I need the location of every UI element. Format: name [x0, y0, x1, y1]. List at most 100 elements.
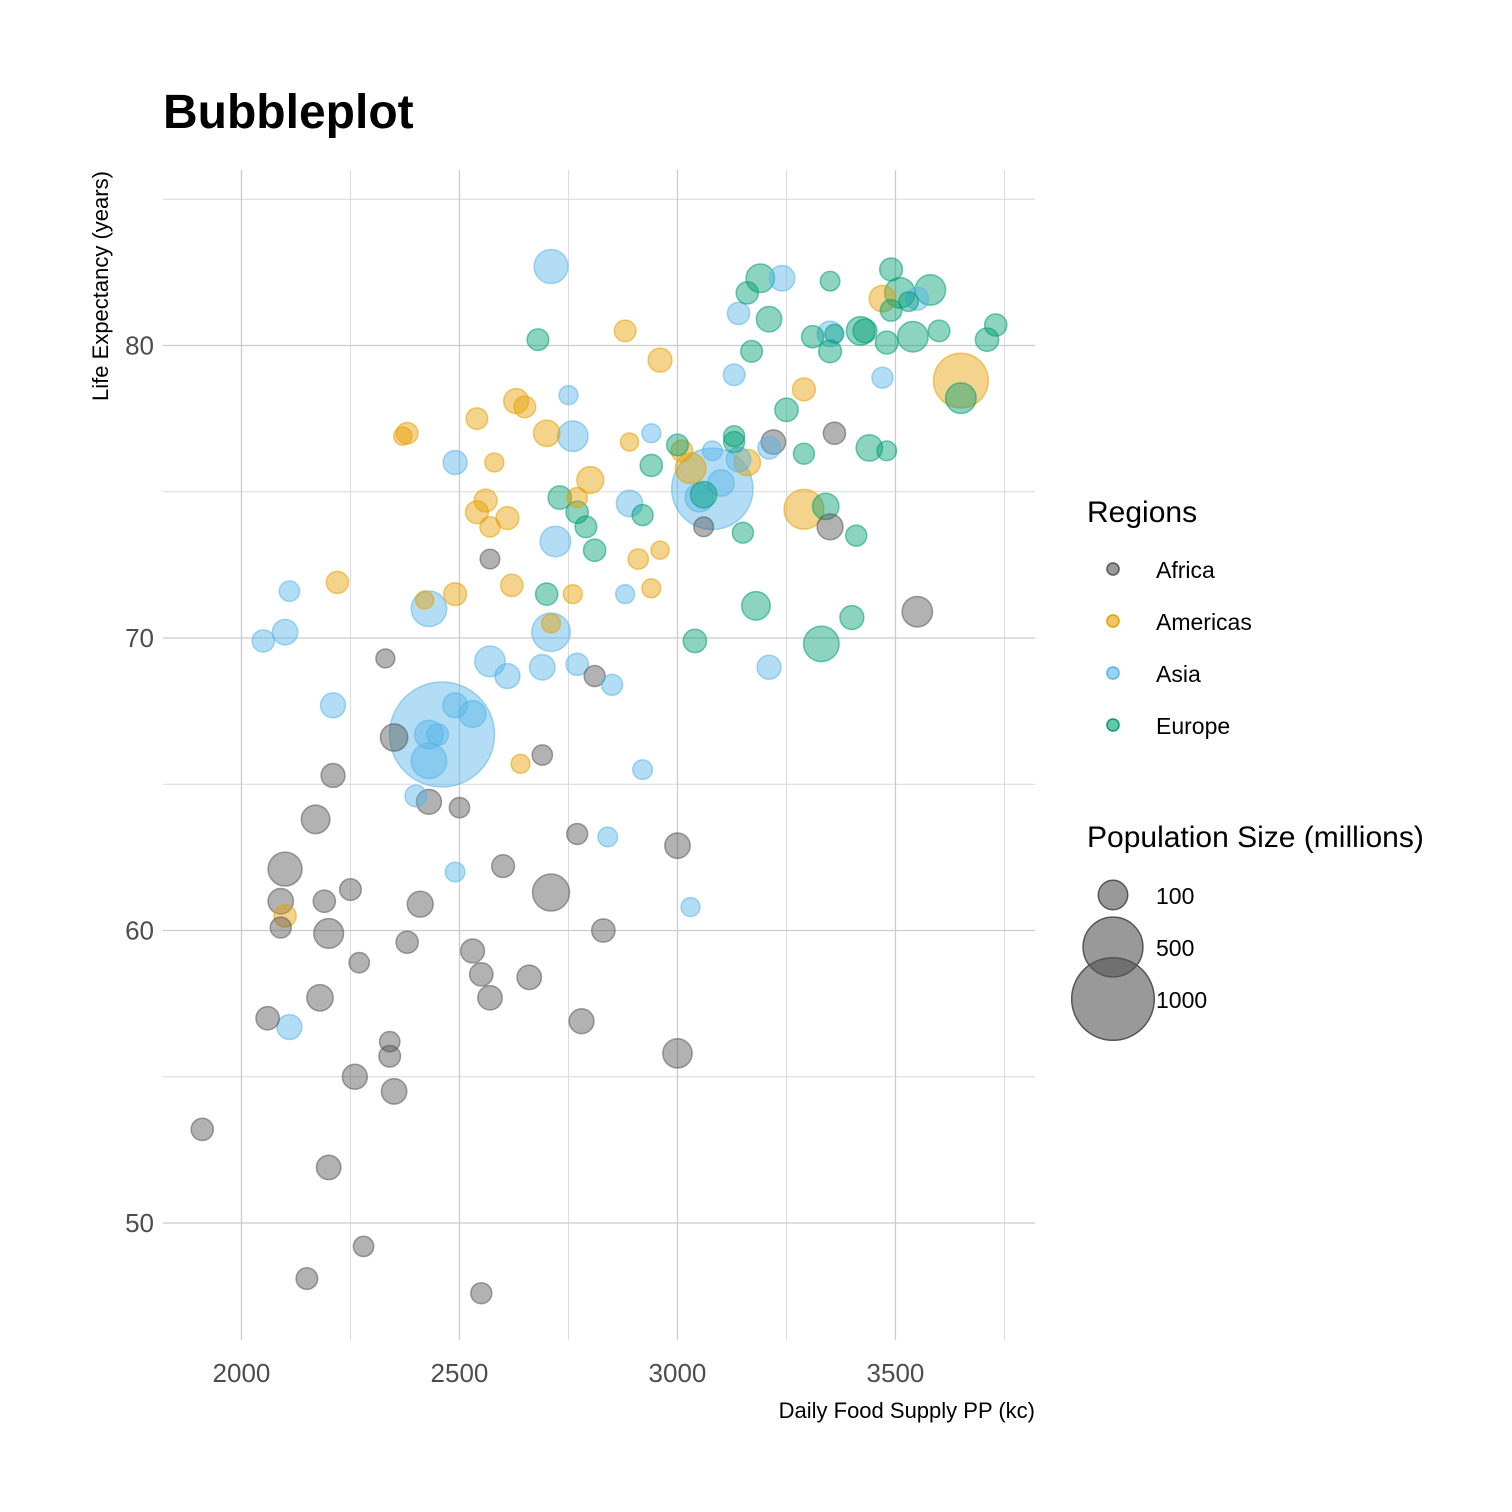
point-americas [513, 395, 537, 419]
y-tick-label: 80 [125, 331, 154, 361]
point-africa [516, 964, 543, 991]
x-tick-label: 2500 [431, 1358, 489, 1388]
point-europe [745, 263, 776, 294]
size-legend-label: 1000 [1156, 987, 1207, 1013]
point-asia [276, 1013, 303, 1041]
point-asia [404, 784, 428, 808]
y-tick-label: 50 [125, 1208, 154, 1238]
point-asia [558, 385, 579, 406]
point-europe [574, 515, 598, 539]
point-europe [755, 305, 783, 333]
point-asia [701, 440, 723, 462]
point-asia [278, 580, 301, 603]
chart-title: Bubbleplot [163, 86, 414, 139]
legend-label-americas: Americas [1156, 609, 1252, 635]
point-europe [735, 280, 760, 305]
point-europe [879, 298, 903, 322]
legend-label-asia: Asia [1156, 661, 1201, 687]
point-europe [944, 382, 977, 415]
point-asia [768, 264, 796, 292]
point-africa [822, 421, 847, 446]
point-americas [647, 347, 673, 373]
point-africa [315, 1154, 342, 1181]
point-africa [568, 1007, 595, 1035]
point-europe [722, 424, 746, 448]
size-legend-title: Population Size (millions) [1087, 821, 1424, 854]
point-africa [395, 930, 420, 955]
point-asia [757, 436, 781, 460]
point-asia [494, 662, 521, 690]
y-tick-label: 60 [125, 916, 154, 946]
point-asia [271, 618, 299, 646]
point-africa [406, 890, 434, 918]
point-americas [484, 452, 505, 473]
point-americas [619, 432, 640, 452]
point-europe [845, 315, 876, 346]
point-europe [689, 480, 718, 509]
point-africa [477, 984, 503, 1011]
point-europe [665, 433, 690, 457]
point-africa [338, 878, 363, 902]
point-americas [791, 377, 817, 402]
point-africa [693, 516, 715, 538]
point-americas [576, 465, 605, 495]
plot-grid [163, 170, 1035, 1340]
point-europe [876, 440, 898, 462]
point-africa [190, 1117, 215, 1142]
point-europe [740, 590, 771, 621]
point-europe [792, 442, 816, 465]
point-americas [499, 573, 524, 598]
point-africa [380, 1077, 408, 1105]
point-asia [539, 525, 572, 558]
point-africa [375, 648, 396, 669]
point-asia [871, 366, 894, 389]
point-europe [526, 328, 550, 352]
point-africa [470, 1281, 493, 1305]
point-asia [725, 446, 752, 473]
point-asia [528, 653, 556, 681]
point-africa [448, 796, 471, 819]
point-asia [632, 759, 654, 781]
point-africa [320, 762, 346, 789]
point-africa [490, 854, 516, 879]
point-asia [410, 742, 448, 780]
point-americas [613, 319, 637, 343]
y-tick-label: 70 [125, 623, 154, 653]
point-africa [352, 1235, 375, 1258]
point-europe [824, 323, 845, 344]
point-europe [839, 604, 865, 631]
point-americas [868, 284, 897, 313]
point-americas [540, 613, 562, 634]
point-asia [413, 719, 444, 750]
point-asia [319, 692, 347, 719]
point-europe [983, 313, 1008, 337]
point-africa [664, 832, 691, 860]
point-africa [255, 1005, 281, 1031]
point-asia [597, 826, 619, 848]
y-axis-title: Life Expectancy (years) [88, 171, 113, 401]
point-americas [325, 570, 350, 595]
point-americas [566, 486, 589, 509]
point-asia [442, 449, 468, 476]
point-europe [878, 257, 904, 282]
point-asia [707, 469, 735, 497]
regions-legend-title: Regions [1087, 496, 1197, 529]
point-europe [631, 503, 654, 527]
x-tick-label: 3500 [867, 1358, 925, 1388]
point-americas [562, 583, 584, 605]
regions-legend: Regions Africa Americas Asia Europe [1087, 496, 1252, 739]
point-americas [674, 452, 707, 485]
point-asia [684, 482, 715, 513]
point-europe [845, 524, 868, 547]
point-africa [267, 887, 295, 915]
point-europe [896, 320, 929, 353]
point-asia [533, 248, 569, 285]
point-europe [852, 318, 878, 344]
point-africa [565, 822, 589, 846]
point-asia [441, 692, 469, 719]
point-europe [639, 453, 664, 478]
point-americas [733, 448, 762, 477]
point-europe [682, 628, 708, 654]
legend-label-africa: Africa [1156, 557, 1215, 583]
point-africa [662, 1037, 693, 1069]
